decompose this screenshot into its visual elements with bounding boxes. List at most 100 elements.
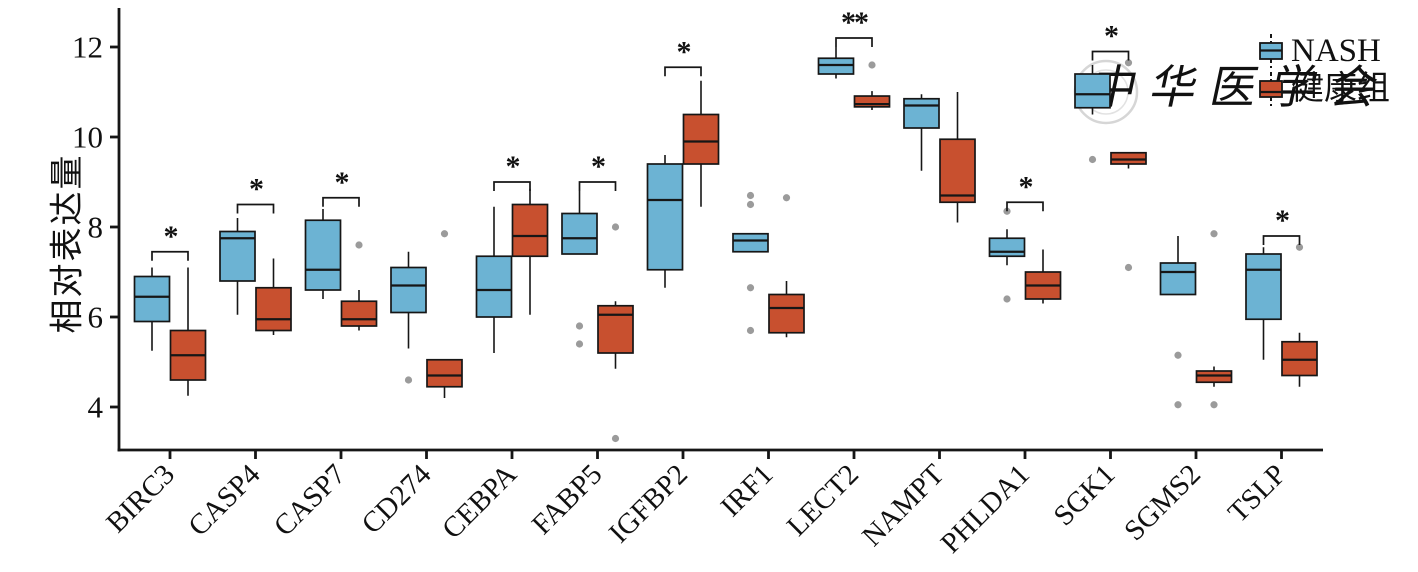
svg-text:TSLP: TSLP — [1222, 458, 1292, 528]
box-TSLP-healthy — [1281, 243, 1318, 387]
box-LECT2-healthy — [853, 61, 891, 110]
legend-label-healthy: 健康组 — [1291, 70, 1390, 107]
svg-text:CD274: CD274 — [356, 458, 438, 540]
box-SGK1-healthy — [1110, 59, 1147, 272]
sig-bracket-IGFBP2: * — [664, 35, 702, 77]
svg-text:**: ** — [841, 6, 868, 39]
outlier-dot — [746, 284, 755, 292]
box-IRF1-nash — [732, 191, 769, 335]
outlier-dot — [746, 200, 755, 209]
box-CEBPA-healthy — [511, 188, 549, 315]
box-CD274-nash — [390, 251, 427, 384]
sig-bracket-TSLP: * — [1262, 204, 1301, 245]
legend-item-nash: NASH — [1258, 33, 1390, 69]
box-FABP5-healthy — [597, 223, 634, 443]
sig-bracket-FABP5: * — [578, 150, 617, 191]
outlier-dot — [1088, 155, 1097, 164]
svg-text:*: * — [335, 166, 349, 199]
box-CASP4-nash — [219, 218, 256, 315]
svg-text:10: 10 — [72, 120, 103, 155]
outlier-dot — [1174, 401, 1182, 409]
outlier-dot — [868, 61, 876, 69]
box-TSLP-nash — [1245, 247, 1282, 360]
box-BIRC3-nash — [133, 267, 171, 351]
outlier-dot — [611, 434, 620, 443]
outlier-dot — [575, 340, 584, 348]
nash-boxplot-glyph-icon — [1258, 33, 1284, 69]
outlier-dot — [611, 223, 620, 231]
outlier-dot — [440, 230, 449, 238]
box-NAMPT-healthy — [939, 92, 976, 223]
svg-text:12: 12 — [72, 30, 103, 65]
outlier-dot — [746, 191, 755, 200]
sig-bracket-CEBPA: * — [493, 150, 531, 191]
outlier-dot — [1295, 243, 1304, 251]
svg-text:6: 6 — [88, 300, 104, 335]
box-NAMPT-nash — [903, 94, 940, 171]
svg-text:PHLDA1: PHLDA1 — [935, 458, 1036, 559]
box-PHLDA1-healthy — [1024, 249, 1062, 304]
svg-text:*: * — [249, 173, 263, 206]
healthy-boxplot-glyph-icon — [1258, 71, 1284, 107]
sig-bracket-SGK1: * — [1091, 20, 1130, 61]
outlier-dot — [782, 194, 791, 202]
outlier-dot — [1124, 263, 1133, 272]
svg-text:*: * — [1104, 20, 1118, 53]
svg-text:BIRC3: BIRC3 — [100, 458, 181, 539]
box-IGFBP2-nash — [646, 155, 684, 288]
box-SGMS2-nash — [1159, 236, 1197, 409]
box-IGFBP2-healthy — [682, 80, 720, 207]
box-LECT2-nash — [817, 47, 855, 79]
outlier-dot — [1124, 59, 1133, 67]
sig-bracket-PHLDA1: * — [1006, 170, 1044, 212]
svg-text:SGK1: SGK1 — [1048, 458, 1122, 532]
box-CASP7-healthy — [340, 241, 378, 331]
svg-text:中华医学会: 中华医学会 — [1086, 63, 1397, 113]
outlier-dot — [575, 322, 584, 330]
svg-text:*: * — [1275, 204, 1289, 237]
svg-text:*: * — [1019, 170, 1033, 203]
box-PHLDA1-nash — [988, 207, 1026, 303]
box-SGMS2-healthy — [1195, 230, 1233, 409]
svg-text:SGMS2: SGMS2 — [1118, 458, 1207, 547]
svg-text:*: * — [506, 150, 520, 183]
svg-text:FABP5: FABP5 — [526, 458, 609, 541]
svg-text:4: 4 — [88, 390, 104, 425]
svg-text:8: 8 — [88, 210, 104, 245]
svg-text:CEBPA: CEBPA — [436, 458, 523, 545]
box-BIRC3-healthy — [169, 267, 207, 396]
legend-item-healthy: 健康组 — [1258, 71, 1390, 107]
svg-text:CASP7: CASP7 — [268, 458, 352, 542]
svg-text:*: * — [677, 35, 691, 68]
legend-label-nash: NASH — [1291, 32, 1381, 69]
y-tick-labels: 4 6 8 10 12 — [72, 30, 119, 425]
outlier-dot — [1210, 230, 1218, 238]
outlier-dot — [404, 376, 413, 384]
legend: NASH 健康组 — [1258, 33, 1390, 107]
svg-text:IGFBP2: IGFBP2 — [603, 458, 694, 549]
svg-text:LECT2: LECT2 — [781, 458, 865, 542]
outlier-dot — [355, 241, 363, 249]
box-FABP5-nash — [561, 191, 598, 348]
y-axis-title: 相对表达量 — [49, 153, 87, 334]
svg-text:IRF1: IRF1 — [715, 458, 780, 523]
box-CASP4-healthy — [255, 258, 292, 335]
box-SGK1-nash — [1074, 65, 1111, 164]
svg-text:*: * — [591, 150, 605, 183]
outlier-dot — [1174, 351, 1182, 359]
sig-bracket-CASP4: * — [236, 173, 275, 214]
box-CEBPA-nash — [475, 206, 513, 353]
outlier-dot — [1210, 401, 1218, 409]
outlier-dot — [1003, 295, 1011, 303]
sig-bracket-BIRC3: * — [151, 220, 189, 261]
box-CASP7-nash — [304, 209, 342, 299]
box-CD274-healthy — [426, 230, 463, 398]
sig-bracket-CASP7: * — [322, 166, 360, 207]
sig-bracket-LECT2: ** — [835, 6, 873, 47]
box-IRF1-healthy — [768, 194, 805, 338]
watermark: 中华医学会 — [1073, 59, 1397, 125]
svg-text:*: * — [164, 220, 178, 253]
